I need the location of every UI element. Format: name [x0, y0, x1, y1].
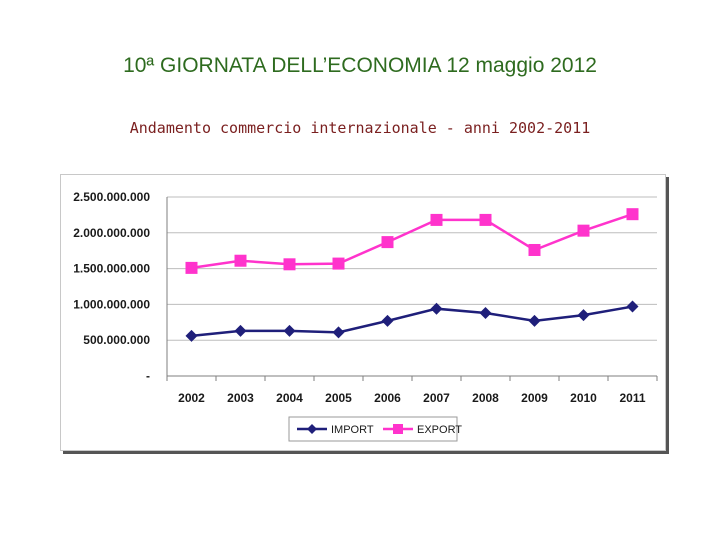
slide-title: 10ª GIORNATA DELL’ECONOMIA 12 maggio 201… [123, 54, 597, 77]
slide-subtitle: Andamento commercio internazionale - ann… [129, 119, 591, 137]
import-data-point [430, 302, 443, 315]
x-tick-label: 2004 [276, 391, 303, 405]
x-tick-label: 2011 [619, 391, 645, 405]
import-legend-label: IMPORT [331, 424, 374, 436]
chart-frame: - 500.000.000 1.000.000.000 1.500.000.000 2.… [60, 174, 666, 451]
x-tick-label: 2005 [325, 391, 352, 405]
import-legend-marker [307, 424, 317, 434]
import-data-point [528, 314, 541, 327]
export-data-point [479, 213, 492, 226]
import-data-point [234, 324, 247, 337]
export-data-point [332, 257, 345, 270]
export-data-point [381, 236, 394, 249]
export-data-point [577, 224, 590, 237]
export-legend-label: EXPORT [417, 424, 462, 436]
export-data-point [234, 254, 247, 267]
y-tick-label: - [146, 369, 150, 383]
x-tick-label: 2007 [423, 391, 450, 405]
export-data-point [283, 258, 296, 271]
y-tick-label: 1.000.000.000 [73, 297, 150, 311]
import-data-point [332, 326, 345, 339]
import-data-point [283, 324, 296, 337]
x-tick-label: 2006 [374, 391, 401, 405]
x-tick-label: 2008 [472, 391, 499, 405]
export-data-point [430, 213, 443, 226]
y-tick-label: 500.000.000 [83, 333, 150, 347]
import-data-point [479, 306, 492, 319]
import-data-point [381, 314, 394, 327]
export-series-line [191, 212, 633, 270]
export-data-point [626, 208, 639, 221]
import-data-point [577, 309, 590, 322]
import-data-point [626, 300, 639, 313]
export-data-point [185, 261, 198, 274]
import-data-point [185, 329, 198, 342]
x-tick-label: 2002 [178, 391, 205, 405]
y-tick-label: 1.500.000.000 [73, 262, 150, 276]
x-tick-label: 2003 [227, 391, 254, 405]
y-tick-label: 2.500.000.000 [73, 190, 150, 204]
export-legend-marker [393, 424, 403, 434]
x-tick-label: 2010 [570, 391, 597, 405]
y-tick-label: 2.000.000.000 [73, 226, 150, 240]
export-data-point [528, 243, 541, 256]
line-chart: - 500.000.000 1.000.000.000 1.500.000.000 2.… [73, 190, 658, 442]
x-tick-label: 2009 [521, 391, 548, 405]
import-series-line [191, 305, 633, 338]
